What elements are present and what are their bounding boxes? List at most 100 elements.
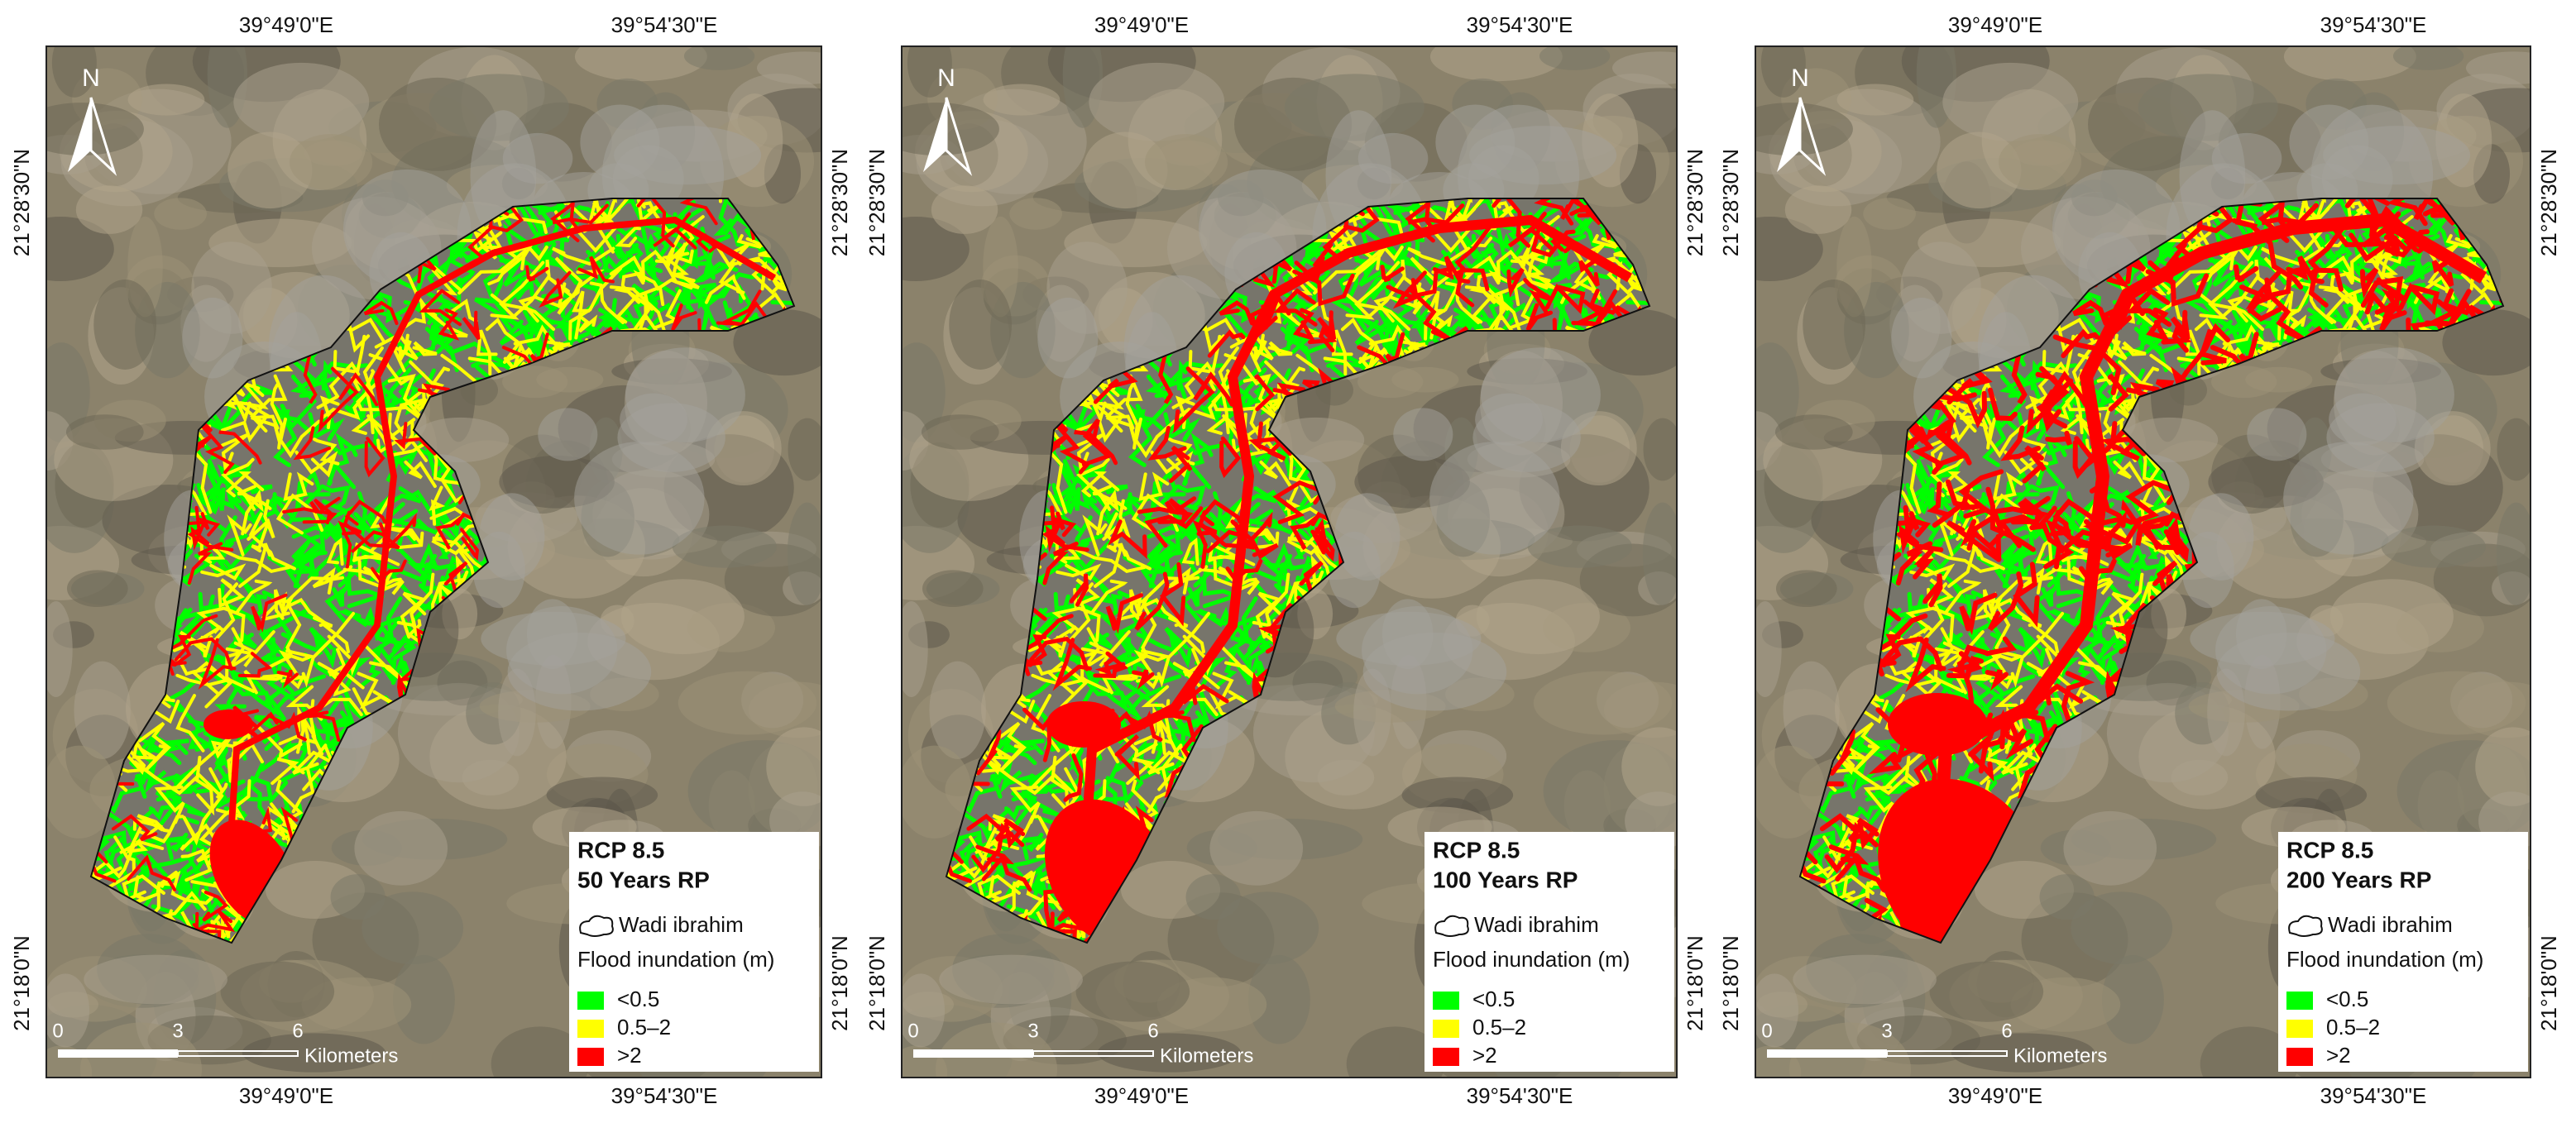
flood-streak [416, 505, 452, 538]
terrain [2465, 51, 2531, 84]
flood-streak [1169, 445, 1193, 483]
flood-streak [1175, 388, 1226, 420]
flood-streak [593, 198, 617, 208]
flood-streak [609, 255, 645, 287]
flood-streak [107, 835, 136, 889]
flood-streak [768, 263, 794, 290]
flood-streak [1491, 201, 1533, 233]
terrain [1793, 954, 1937, 1005]
terrain [1784, 185, 1852, 234]
flood-streak [1282, 244, 1330, 291]
flood-streak [208, 767, 228, 800]
terrain [2387, 671, 2526, 735]
flood-streak [364, 437, 385, 478]
flood-streak [1070, 654, 1138, 717]
terrain [429, 74, 569, 141]
flood-streak [1133, 649, 1172, 678]
terrain [756, 51, 821, 84]
flood-streak [275, 413, 346, 442]
flood-streak [650, 200, 697, 270]
terrain [1863, 198, 1916, 230]
terrain [411, 417, 510, 463]
latitude-label: 21°28'30"N [9, 149, 34, 256]
watershed-fill [91, 198, 794, 943]
flood-streak [271, 576, 344, 604]
flood-streak [173, 912, 223, 943]
flood-streak [387, 412, 425, 452]
terrain [46, 216, 114, 281]
main-channel [225, 216, 777, 874]
flood-streak [1386, 267, 1450, 299]
terrain [1075, 961, 1190, 1022]
flood-streak [1105, 593, 1143, 634]
flood-streak [260, 628, 284, 662]
terrain [1429, 46, 1563, 82]
terrain [536, 366, 604, 393]
flood-streak [1051, 755, 1070, 816]
flood-streak [1544, 283, 1586, 315]
north-arrow [68, 98, 91, 172]
flood-streak [1121, 604, 1157, 670]
latitude-label: 21°18'0"N [827, 935, 852, 1031]
flood-streak [1131, 779, 1165, 841]
flood-streak [1225, 559, 1263, 583]
flood-streak [316, 361, 361, 409]
flood-streak [1571, 289, 1617, 327]
flood-streak [368, 353, 412, 386]
terrain [1539, 46, 1611, 70]
flood-streak [1020, 838, 1046, 861]
terrain [362, 891, 464, 965]
terrain [1217, 891, 1319, 965]
legend-class: >2 [617, 1043, 642, 1068]
flood-streak [165, 838, 190, 861]
flood-streak [320, 388, 371, 420]
terrain [2120, 417, 2219, 463]
legend-box [1424, 832, 1674, 1072]
latitude-label: 21°18'0"N [1683, 935, 1707, 1031]
flood-streak [1496, 248, 1530, 283]
flood-streak [339, 577, 385, 599]
flood-streak [145, 854, 207, 885]
terrain [1755, 216, 1823, 281]
flood-streak [1215, 643, 1252, 688]
flood-streak [1063, 753, 1084, 802]
flood-streak [276, 669, 299, 689]
terrain [949, 279, 1013, 370]
map-panel: 39°49'0"E39°49'0"E39°54'30"E39°54'30"E21… [864, 12, 1707, 1108]
flood-streak [129, 761, 218, 795]
legend-class: <0.5 [617, 987, 659, 1011]
terrain [1998, 134, 2082, 190]
urban-area [1393, 408, 1453, 461]
flood-streak [1284, 485, 1301, 526]
flood-streak [217, 380, 269, 410]
flood-streak [346, 376, 377, 415]
terrain [65, 414, 144, 450]
flood-streak [1407, 203, 1465, 225]
flood-streak [1118, 673, 1161, 690]
flood-streak [225, 651, 256, 693]
terrain [491, 1026, 590, 1078]
flood-streak [1137, 500, 1179, 515]
terrain [227, 131, 313, 209]
flood-streak [485, 317, 522, 364]
flood-streak [1090, 579, 1128, 614]
flood-streak [1206, 415, 1271, 439]
flood-streak [994, 721, 1027, 772]
terrain [929, 661, 986, 759]
flood-streak [1292, 308, 1316, 342]
flood-streak [705, 274, 746, 304]
terrain [2475, 727, 2531, 806]
flood-streak [251, 414, 281, 444]
flood-streak [174, 637, 233, 671]
satellite-image [1755, 46, 2531, 1078]
flood-streak [1626, 269, 1650, 306]
scale-bar-segment [177, 1050, 299, 1057]
longitude-label: 39°54'30"E [1467, 1083, 1573, 1108]
scale-bar-segment [1032, 1050, 1154, 1057]
terrain [242, 1033, 386, 1073]
terrain [1209, 810, 1304, 886]
terrain [84, 954, 228, 1005]
legend-class: <0.5 [1472, 987, 1515, 1011]
longitude-label: 39°49'0"E [1094, 12, 1189, 37]
flood-streak [1106, 414, 1137, 444]
